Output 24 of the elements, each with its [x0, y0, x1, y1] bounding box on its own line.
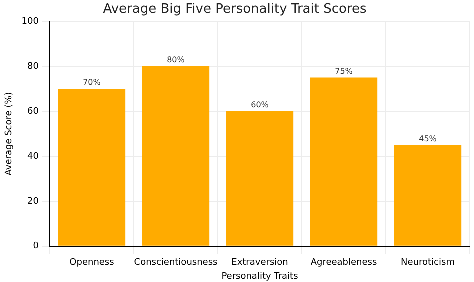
bar: [142, 66, 210, 246]
y-tick-label: 40: [28, 152, 40, 162]
bar: [310, 78, 378, 246]
y-tick-label: 0: [33, 242, 40, 252]
x-tick-label: Conscientiousness: [134, 258, 218, 268]
x-tick-label: Openness: [70, 258, 115, 268]
data-label: 60%: [251, 100, 270, 110]
bar: [226, 112, 294, 246]
y-axis-title: Average Score (%): [4, 92, 15, 176]
y-tick-label: 60: [28, 106, 40, 117]
chart-title: Average Big Five Personality Trait Scores: [103, 2, 368, 18]
x-tick-label: Neuroticism: [401, 258, 455, 268]
data-label: 80%: [167, 56, 186, 65]
y-tick-label: 100: [22, 16, 40, 27]
x-tick-label: Extraversion: [232, 258, 288, 268]
data-label: 75%: [335, 66, 354, 76]
y-tick-label: 80: [28, 62, 40, 72]
bar: [58, 89, 126, 246]
bar: [394, 145, 462, 246]
data-label: 45%: [419, 134, 438, 144]
y-tick-label: 20: [28, 196, 40, 207]
x-axis-title: Personality Traits: [222, 272, 299, 282]
data-label: 70%: [83, 78, 102, 88]
x-tick-label: Agreeableness: [310, 258, 378, 268]
